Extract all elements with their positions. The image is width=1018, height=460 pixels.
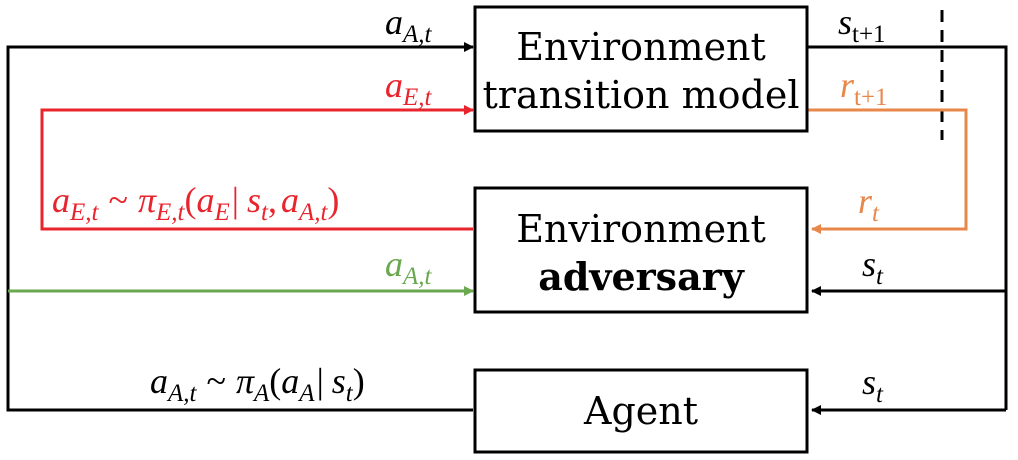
transition-title-line2: transition model [483, 73, 800, 117]
transition-model-box: Environment transition model [473, 5, 809, 133]
transition-title-line1: Environment [516, 25, 766, 69]
label-reward: rt [858, 181, 880, 227]
label-next-reward: rt+1 [840, 65, 888, 111]
label-state-agent: st [862, 362, 884, 408]
agent-box: Agent [473, 368, 809, 454]
label-adversary-policy: aE,t ~ πE,t(aE| st, aA,t) [52, 180, 339, 226]
adversary-title-line2: adversary [538, 254, 745, 299]
label-state-adversary: st [862, 244, 884, 290]
label-agent-policy: aA,t ~ πA(aA| st) [150, 361, 365, 407]
label-agent-action-top: aA,t [385, 2, 433, 48]
label-next-state: st+1 [838, 2, 886, 48]
reward-wire [808, 108, 968, 234]
label-adversary-action-top: aE,t [385, 65, 433, 111]
state-wire-right [808, 45, 1008, 410]
adversary-box: Environment adversary [473, 186, 809, 314]
agent-title: Agent [583, 389, 698, 433]
adversary-title-line1: Environment [516, 207, 766, 251]
label-agent-action-green: aA,t [385, 244, 433, 290]
agent-action-wire [6, 42, 474, 412]
adversary-action-wire [40, 105, 474, 231]
